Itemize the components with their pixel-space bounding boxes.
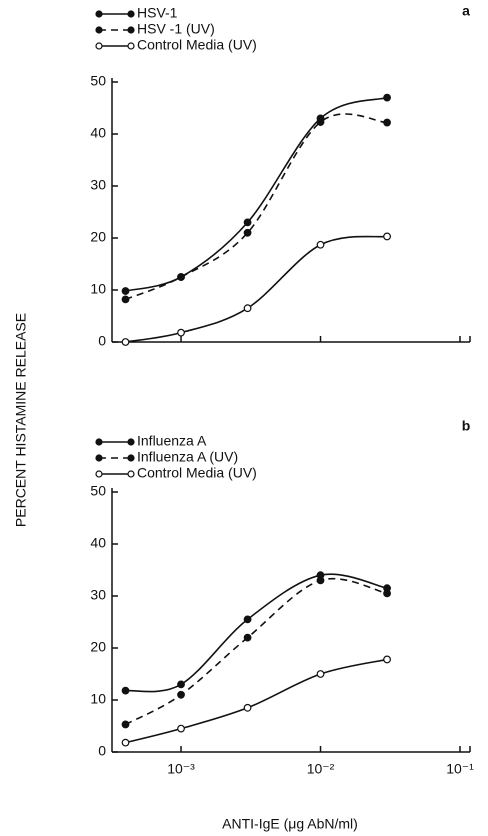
data-point	[121, 720, 130, 729]
legend-marker	[127, 454, 135, 462]
legend-marker	[95, 26, 103, 34]
legend-marker	[95, 10, 103, 18]
data-point	[316, 670, 325, 678]
y-axis-label: PERCENT HISTAMINE RELEASE	[13, 313, 29, 527]
y-tick-label: 40	[90, 535, 106, 551]
data-point	[121, 287, 130, 295]
data-point	[383, 589, 391, 598]
data-point	[383, 118, 391, 127]
series-line	[125, 578, 388, 726]
data-point	[243, 703, 252, 712]
series-line	[125, 96, 388, 292]
series-line	[125, 235, 388, 343]
y-tick-label: 40	[90, 125, 106, 141]
legend-marker	[127, 26, 135, 34]
data-point	[177, 273, 185, 281]
data-point	[121, 738, 130, 747]
series-line	[125, 573, 388, 693]
data-point	[177, 680, 185, 689]
y-tick-label: 0	[98, 333, 106, 349]
data-point	[121, 686, 130, 695]
series-line	[125, 113, 388, 301]
x-tick-label: 10⁻¹	[446, 761, 474, 777]
data-point	[316, 240, 325, 249]
legend-marker	[95, 470, 103, 478]
panel-label: b	[462, 418, 471, 434]
x-tick-label: 10⁻³	[167, 761, 195, 777]
data-point	[243, 615, 252, 624]
y-tick-label: 50	[90, 483, 106, 499]
y-tick-label: 10	[90, 281, 106, 297]
y-tick-label: 50	[90, 73, 106, 89]
data-point	[243, 633, 252, 642]
x-axis-label: ANTI-IgE (μg AbN/ml)	[222, 816, 358, 832]
data-point	[121, 295, 130, 304]
data-point	[177, 690, 185, 699]
data-point	[383, 232, 391, 241]
data-point	[316, 576, 325, 585]
data-point	[121, 338, 130, 346]
panel-label: a	[462, 3, 470, 19]
legend-label: Control Media (UV)	[137, 37, 257, 53]
data-point	[383, 93, 391, 102]
legend-label: Influenza A (UV)	[137, 449, 238, 465]
x-tick-label: 10⁻²	[307, 761, 335, 777]
legend-marker	[95, 438, 103, 446]
data-point	[316, 118, 325, 126]
legend-marker	[127, 470, 135, 478]
legend-marker	[95, 42, 103, 50]
data-point	[243, 218, 252, 227]
data-point	[177, 724, 185, 733]
legend-label: Control Media (UV)	[137, 465, 257, 481]
y-tick-label: 20	[90, 229, 106, 245]
series-line	[125, 658, 388, 744]
legend-marker	[127, 42, 135, 50]
data-point	[383, 655, 391, 664]
legend-marker	[127, 438, 135, 446]
y-tick-label: 30	[90, 587, 106, 603]
y-tick-label: 0	[98, 743, 106, 759]
y-tick-label: 10	[90, 691, 106, 707]
y-tick-label: 20	[90, 639, 106, 655]
legend-label: HSV -1 (UV)	[137, 21, 215, 37]
y-tick-label: 30	[90, 177, 106, 193]
data-point	[243, 228, 252, 237]
data-point	[243, 304, 252, 313]
legend-label: Influenza A	[137, 433, 207, 449]
legend-marker	[127, 10, 135, 18]
data-point	[177, 328, 185, 337]
legend-marker	[95, 454, 103, 462]
legend-label: HSV-1	[137, 5, 178, 21]
